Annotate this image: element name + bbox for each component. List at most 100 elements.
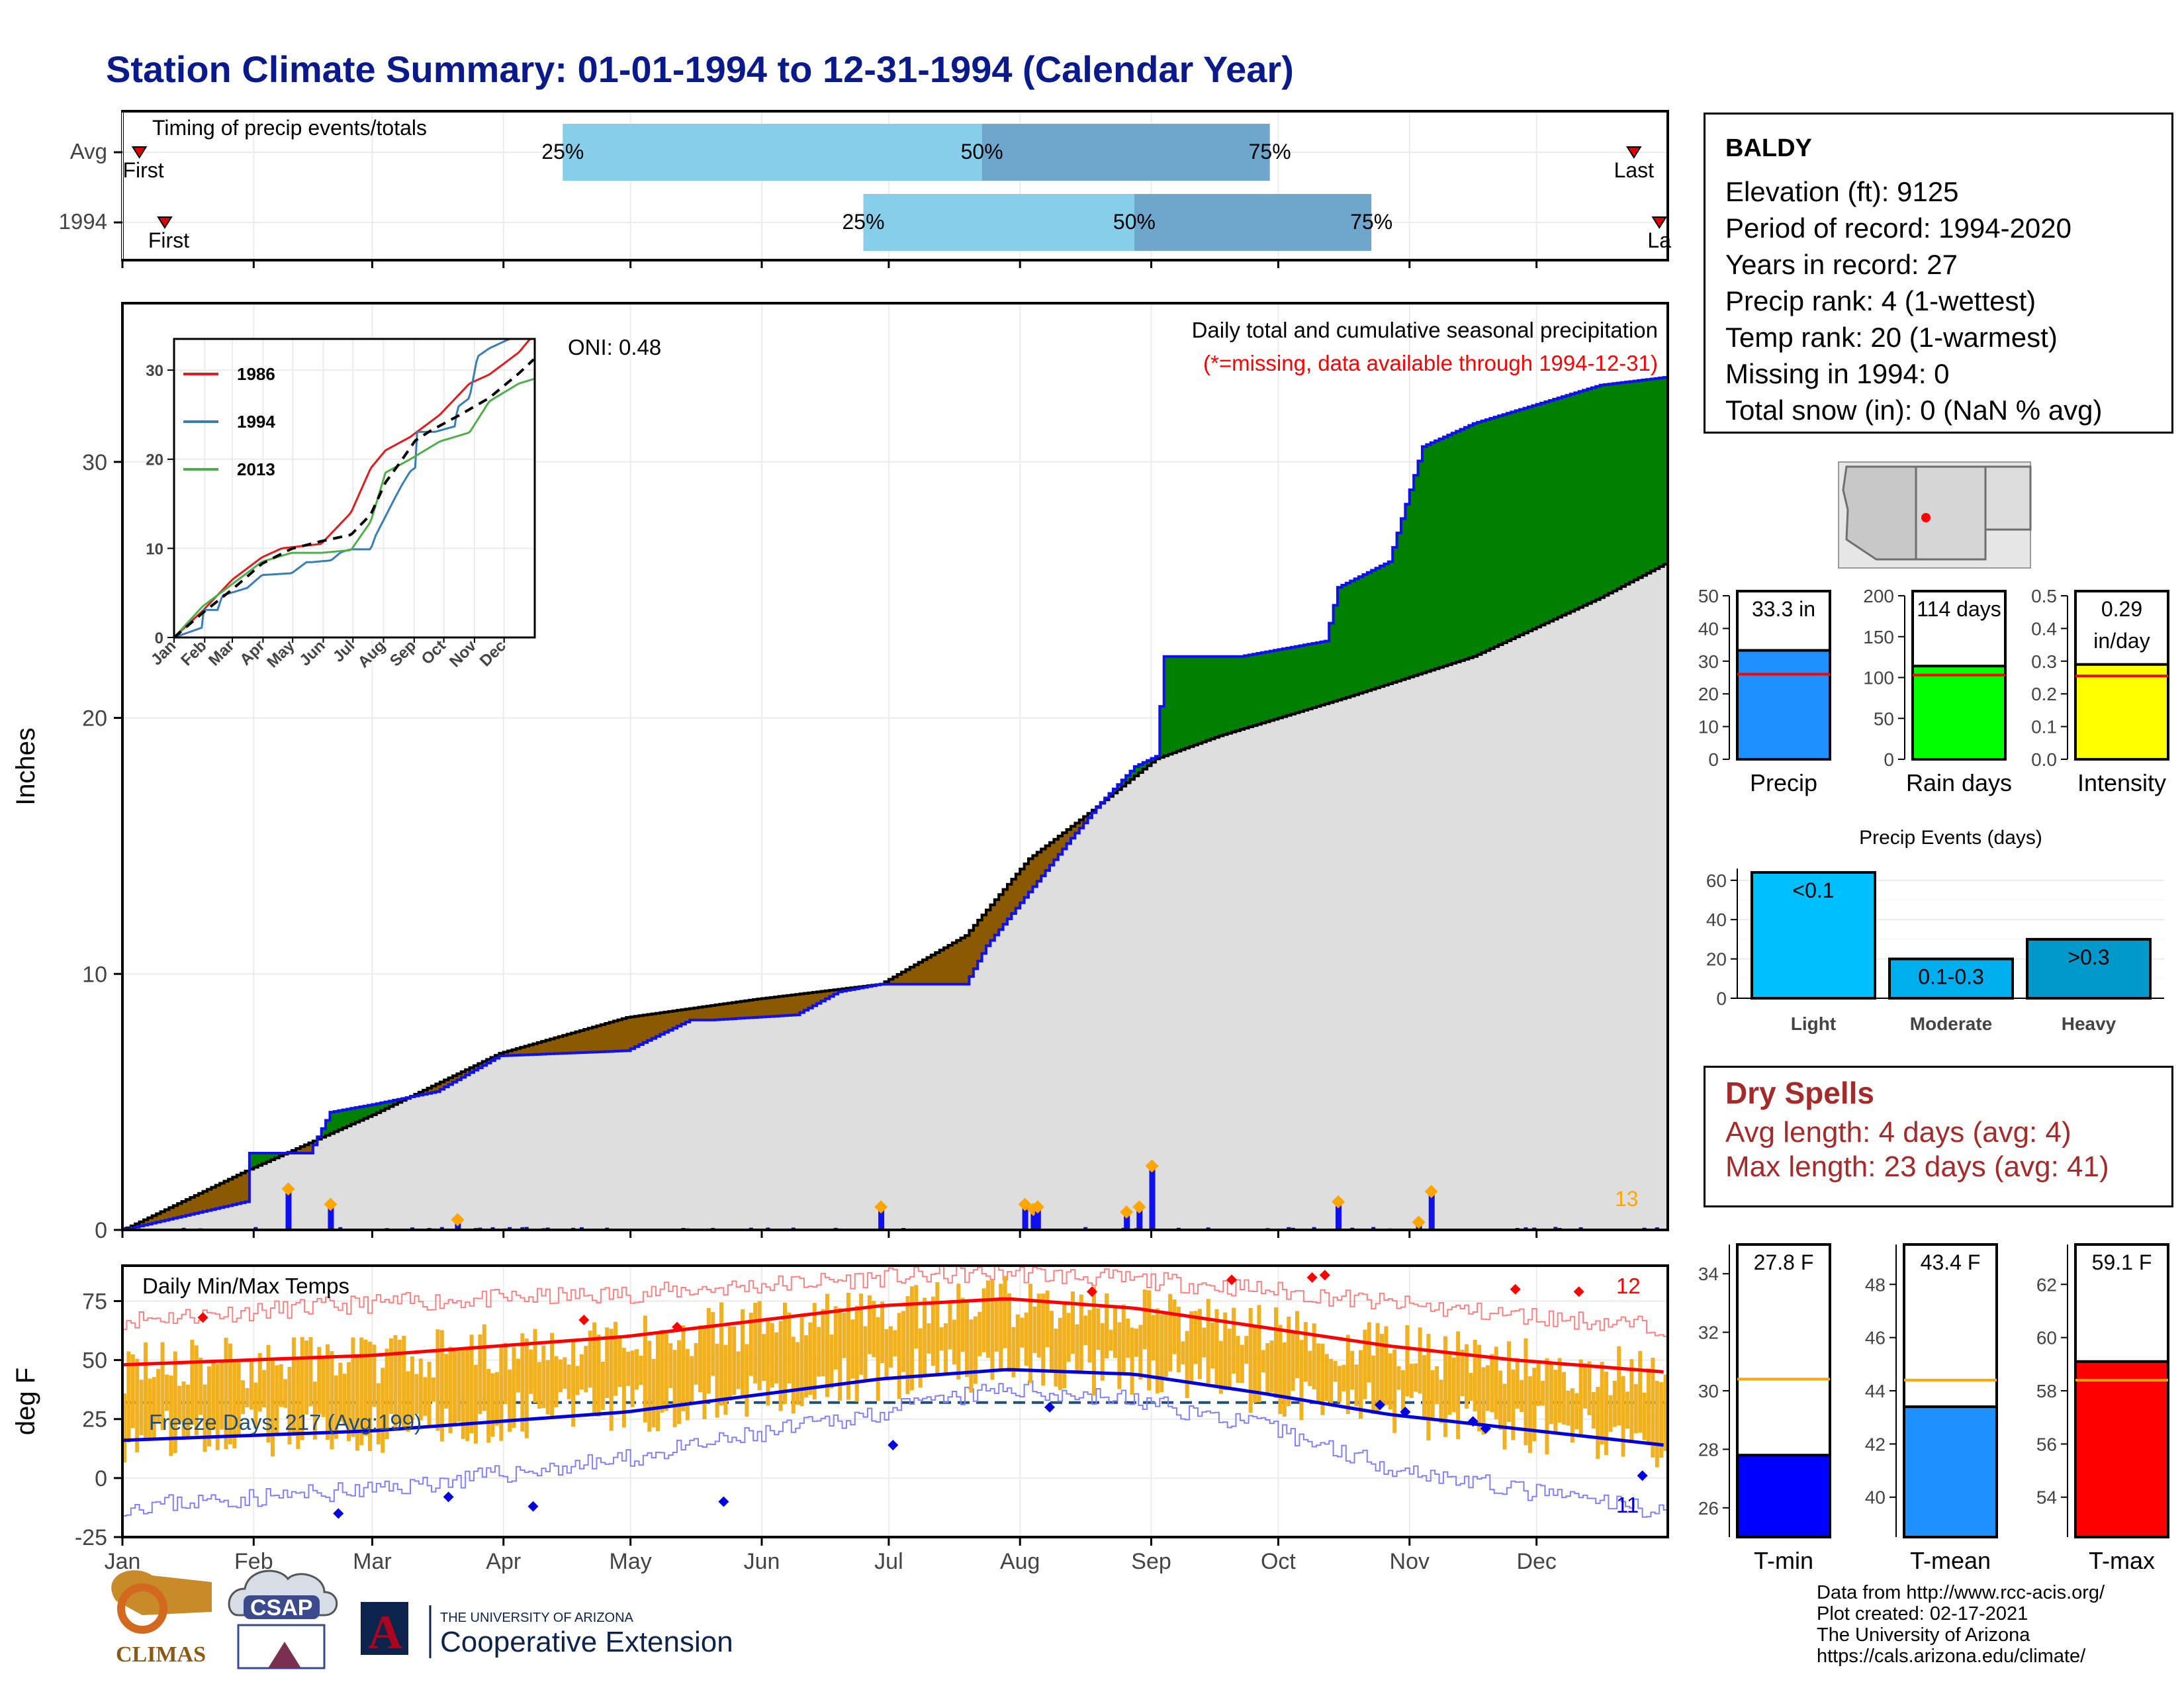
daily-temp-bar [1308, 1350, 1312, 1386]
precip-summary-2-value-label: 0.29 [2101, 597, 2142, 621]
svg-text:CLIMAS: CLIMAS [116, 1642, 206, 1667]
daily-temp-bar [321, 1358, 326, 1417]
precip-event-category-label: Light [1791, 1013, 1836, 1034]
daily-temp-bar [1197, 1309, 1202, 1380]
daily-precip-bar [1553, 1227, 1558, 1230]
daily-temp-bar [1494, 1346, 1498, 1420]
daily-temp-bar [482, 1324, 486, 1411]
daily-temp-bar [1541, 1380, 1545, 1406]
record-high-marker [1319, 1270, 1330, 1281]
daily-temp-bar [952, 1319, 956, 1365]
daily-temp-bar [427, 1362, 432, 1426]
daily-temp-bar [1003, 1276, 1007, 1348]
daily-temp-bar [1015, 1314, 1020, 1369]
daily-temp-bar [1338, 1366, 1342, 1403]
precip-summary-2-category-label: Intensity [2077, 769, 2166, 796]
daily-temp-bar [1105, 1293, 1109, 1359]
daily-precip-bar [579, 1227, 584, 1230]
temp-summary-2-tick-label: 60 [2036, 1328, 2057, 1348]
daily-temp-bar [1485, 1365, 1490, 1411]
record-low-marker [1400, 1407, 1411, 1418]
daily-temp-bar [774, 1332, 779, 1384]
precip-event-bar [1751, 870, 1876, 1000]
daily-temp-bar [948, 1303, 952, 1350]
events-y-tick-label: 0 [1716, 988, 1727, 1009]
daily-precip-bar [520, 1227, 525, 1230]
daily-temp-bar [872, 1301, 876, 1358]
temp-summary-2-category-label: T-max [2089, 1547, 2155, 1574]
daily-temp-bar [880, 1301, 885, 1363]
daily-temp-bar [457, 1349, 461, 1422]
daily-temp-bar [1477, 1344, 1482, 1432]
month-tick-label: Jul [874, 1549, 903, 1574]
daily-temp-bar [435, 1329, 440, 1431]
daily-temp-bar [1274, 1307, 1279, 1399]
temp-summary-0: 26 28 30 32 34 27.8 F T-min [1698, 1243, 1831, 1574]
temp-summary-0-tick-label: 28 [1698, 1439, 1719, 1460]
daily-temp-bar [1054, 1329, 1058, 1387]
precip-summary-2: 0.0 0.1 0.2 0.3 0.4 0.5 0.29 in/day Intensity [2031, 586, 2169, 796]
precip-y-tick-label: 20 [82, 706, 107, 731]
daily-temp-bar [342, 1374, 347, 1425]
daily-temp-bar [1312, 1323, 1316, 1389]
large-event-marker [324, 1197, 338, 1211]
daily-temp-bar [402, 1336, 406, 1429]
daily-temp-bar [368, 1341, 373, 1452]
daily-temp-bar [1185, 1331, 1189, 1399]
daily-temp-bar [203, 1384, 207, 1452]
station-precip-rank: Precip rank: 4 (1-wettest) [1725, 285, 2036, 316]
daily-temp-bar [1473, 1340, 1477, 1411]
precip-event-bar-label: >0.3 [2068, 945, 2109, 969]
max-record-count: 12 [1616, 1274, 1641, 1298]
daily-temp-bar [1075, 1324, 1079, 1372]
daily-temp-bar [241, 1380, 246, 1415]
below-average-area [126, 806, 1101, 1229]
daily-temp-bar [135, 1358, 140, 1453]
temp-panel-title: Daily Min/Max Temps [142, 1274, 349, 1298]
daily-temp-bar [1303, 1322, 1308, 1382]
daily-temp-bar [745, 1344, 749, 1417]
daily-temp-bar [529, 1349, 533, 1394]
daily-precip-bar [490, 1227, 495, 1230]
month-tick-label: Feb [234, 1549, 273, 1574]
first-event-marker [157, 216, 173, 229]
daily-temp-bar [1520, 1380, 1524, 1412]
first-event-label: First [122, 158, 163, 182]
min-record-count: 11 [1616, 1493, 1639, 1517]
daily-temp-bar [143, 1342, 148, 1441]
daily-temp-bar [677, 1340, 682, 1425]
temp-summary-1-tick-label: 46 [1865, 1328, 1886, 1348]
inset-line-1994 [173, 338, 534, 639]
daily-temp-bar [766, 1317, 770, 1406]
daily-temp-bar [1134, 1329, 1138, 1357]
record-low-marker [333, 1508, 344, 1519]
daily-temp-bar [1117, 1322, 1122, 1389]
record-high-marker [1226, 1274, 1238, 1286]
daily-temp-bar [732, 1326, 737, 1395]
month-tick-label: Apr [486, 1549, 521, 1574]
daily-temp-bar [1642, 1392, 1647, 1440]
timing-bar-q50-q75 [1134, 194, 1372, 251]
daily-temp-bar [508, 1369, 512, 1432]
temp-summary-1-tick-label: 44 [1865, 1381, 1886, 1401]
daily-temp-bar [761, 1334, 766, 1382]
daily-precip-bar [1336, 1201, 1342, 1230]
daily-temp-bar [787, 1312, 792, 1383]
daily-temp-bar [249, 1359, 253, 1410]
daily-temp-bar [478, 1334, 482, 1415]
precip-summary-2-tick-label: 0.0 [2031, 749, 2057, 770]
daily-temp-bar [1612, 1380, 1617, 1427]
location-map [1838, 461, 2032, 569]
daily-temp-bar [1193, 1311, 1198, 1364]
inset-line-2013 [173, 378, 534, 639]
daily-temp-bar [1553, 1370, 1558, 1432]
temp-summary-0-tick-label: 30 [1698, 1381, 1719, 1401]
daily-temp-bar [1506, 1341, 1511, 1423]
daily-temp-bar [1536, 1361, 1541, 1406]
daily-temp-bar [452, 1349, 457, 1424]
large-event-marker [451, 1213, 465, 1227]
daily-temp-bar [1045, 1290, 1050, 1348]
daily-precip-bar [328, 1204, 334, 1230]
